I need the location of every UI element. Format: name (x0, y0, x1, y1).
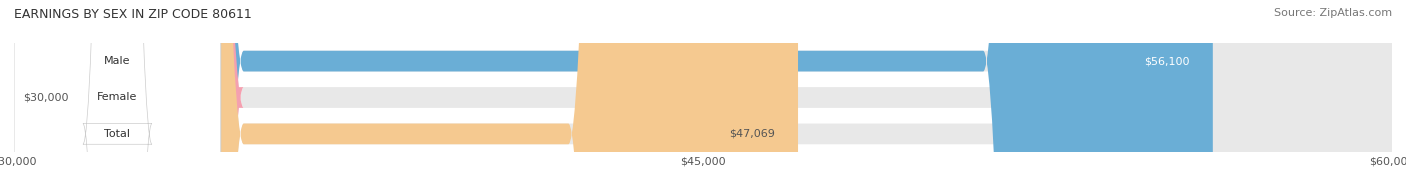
FancyBboxPatch shape (14, 0, 799, 195)
FancyBboxPatch shape (14, 0, 221, 195)
FancyBboxPatch shape (14, 0, 1392, 195)
Text: Male: Male (104, 56, 131, 66)
FancyBboxPatch shape (14, 0, 221, 195)
FancyBboxPatch shape (14, 0, 1392, 195)
Text: $56,100: $56,100 (1144, 56, 1189, 66)
FancyBboxPatch shape (14, 0, 1213, 195)
FancyBboxPatch shape (14, 0, 1392, 195)
Text: $47,069: $47,069 (730, 129, 775, 139)
Text: Female: Female (97, 92, 138, 103)
FancyBboxPatch shape (0, 0, 243, 195)
Text: EARNINGS BY SEX IN ZIP CODE 80611: EARNINGS BY SEX IN ZIP CODE 80611 (14, 8, 252, 21)
Text: $30,000: $30,000 (24, 92, 69, 103)
Text: Source: ZipAtlas.com: Source: ZipAtlas.com (1274, 8, 1392, 18)
Text: Total: Total (104, 129, 131, 139)
FancyBboxPatch shape (14, 0, 221, 195)
